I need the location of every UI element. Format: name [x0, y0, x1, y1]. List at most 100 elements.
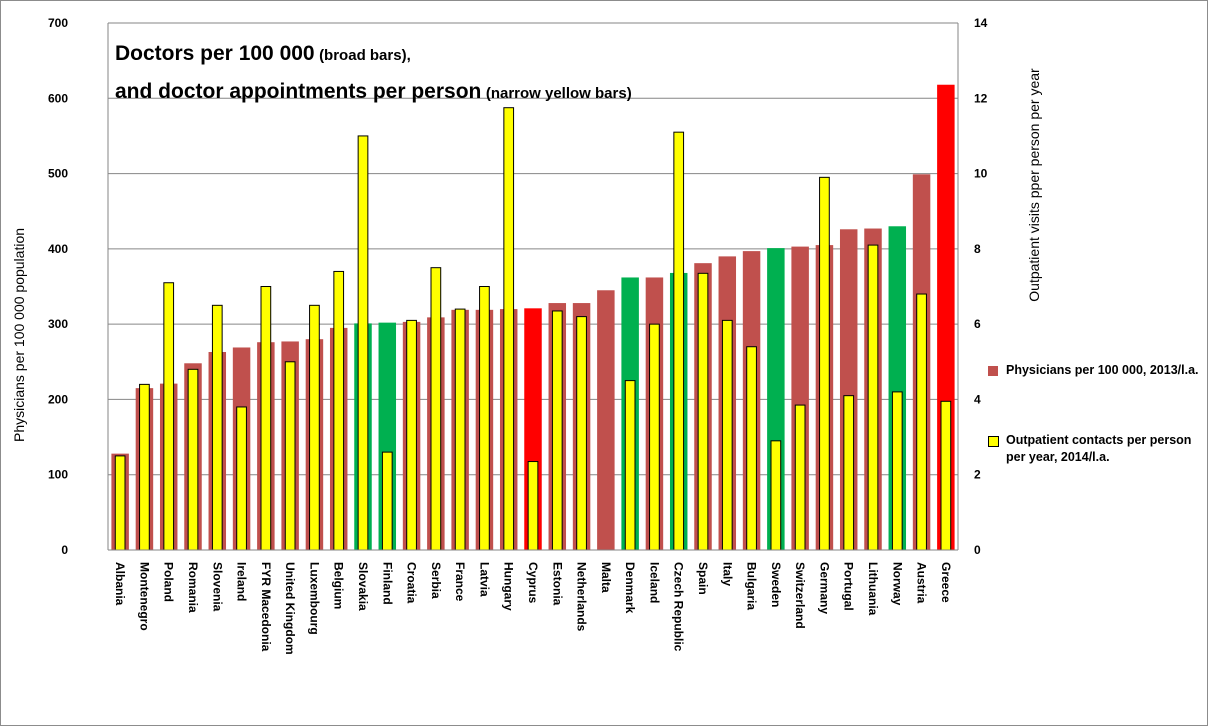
x-tick-label: Finland	[380, 562, 394, 605]
y-right-tick-label: 6	[974, 317, 981, 331]
outpatient-bar-austria	[916, 293, 927, 551]
x-tick-label: Denmark	[623, 562, 637, 614]
y-left-tick-label: 600	[48, 91, 68, 105]
outpatient-bar-croatia	[406, 319, 417, 551]
outpatient-bar-romania	[187, 368, 199, 551]
outpatient-bar-luxembourg	[309, 304, 320, 551]
y-right-tick-label: 2	[974, 468, 981, 482]
outpatient-bar-albania	[114, 455, 126, 551]
outpatient-bar-iceland	[649, 323, 660, 551]
y-left-tick-label: 500	[48, 167, 68, 181]
x-tick-label: Sweden	[769, 562, 783, 607]
x-tick-label: Portugal	[842, 562, 856, 611]
outpatient-bar-france	[454, 308, 466, 551]
x-tick-label: Netherlands	[575, 562, 589, 632]
x-tick-label: Estonia	[550, 562, 564, 606]
outpatient-bar-estonia	[551, 310, 563, 551]
y-axis-left-label-text: Physicians per 100 000 population	[11, 227, 27, 443]
y-right-tick-label: 0	[974, 543, 981, 557]
x-tick-label: Switzerland	[793, 562, 807, 629]
outpatient-bar-sweden	[770, 440, 782, 551]
x-tick-label: Slovenia	[210, 562, 224, 612]
x-tick-label: Czech Republic	[672, 562, 686, 652]
outpatient-bar-serbia	[430, 267, 442, 551]
x-tick-label: Italy	[720, 562, 734, 586]
outpatient-bar-slovenia	[211, 304, 223, 551]
x-tick-label: Albania	[113, 562, 127, 606]
outpatient-bar-germany	[819, 176, 830, 551]
outpatient-bar-ireland	[236, 406, 247, 551]
x-tick-label: Latvia	[477, 562, 491, 597]
legend-label-physicians: Physicians per 100 000, 2013/l.a.	[1006, 363, 1199, 377]
outpatient-bar-cyprus	[527, 461, 539, 551]
outpatient-bar-bulgaria	[746, 346, 757, 551]
outpatient-bar-belgium	[333, 270, 345, 551]
outpatient-bar-spain	[697, 272, 709, 551]
x-tick-label: France	[453, 562, 467, 602]
y-right-tick-label: 4	[974, 392, 981, 406]
x-tick-label: Norway	[890, 562, 904, 606]
x-tick-label: Romania	[186, 562, 200, 613]
chart-title-main-1: Doctors per 100 000	[115, 42, 315, 65]
y-axis-right-label-text: Outpatient visits pper person per year	[1026, 68, 1042, 302]
outpatient-bar-montenegro	[139, 383, 150, 551]
y-right-tick-label: 8	[974, 242, 981, 256]
x-tick-label: Malta	[599, 562, 613, 593]
outpatient-bar-hungary	[503, 107, 515, 551]
outpatient-bar-lithuania	[867, 244, 879, 551]
legend-swatch-physicians	[988, 366, 998, 376]
x-tick-label: FYR Macedonia	[259, 562, 273, 652]
x-tick-label: Germany	[817, 562, 831, 614]
outpatient-bar-united-kingdom	[284, 361, 296, 551]
outpatient-bar-greece	[940, 400, 952, 551]
x-tick-label: Hungary	[502, 562, 516, 611]
x-tick-label: Serbia	[429, 562, 443, 599]
outpatient-bar-portugal	[843, 395, 855, 551]
x-tick-label: Slovakia	[356, 562, 370, 611]
outpatient-bar-norway	[891, 391, 903, 551]
outpatient-bar-netherlands	[576, 316, 587, 551]
outpatient-bar-fyr-macedonia	[260, 286, 272, 551]
y-right-tick-label: 10	[974, 167, 988, 181]
y-left-tick-label: 300	[48, 317, 68, 331]
chart-title: Doctors per 100 000 (broad bars), and do…	[115, 36, 632, 112]
x-tick-label: Spain	[696, 562, 710, 595]
chart-title-main-2: and doctor appointments per person	[115, 80, 482, 103]
legend-swatch-outpatient	[988, 436, 999, 447]
y-left-tick-label: 400	[48, 242, 68, 256]
outpatient-bar-poland	[163, 282, 175, 551]
y-left-tick-label: 100	[48, 468, 68, 482]
x-tick-label: Luxembourg	[307, 562, 321, 635]
chart-title-line-2: and doctor appointments per person (narr…	[115, 74, 632, 112]
x-tick-label: Bulgaria	[745, 562, 759, 610]
outpatient-bar-finland	[381, 451, 393, 551]
outpatient-bar-slovakia	[357, 135, 369, 551]
y-left-tick-label: 200	[48, 392, 68, 406]
physicians-bar-malta	[597, 290, 615, 550]
outpatient-bar-latvia	[479, 286, 490, 551]
outpatient-bar-denmark	[624, 380, 636, 551]
outpatient-bar-italy	[721, 319, 733, 551]
y-right-tick-label: 14	[974, 16, 988, 30]
chart-title-note-2: (narrow yellow bars)	[485, 85, 632, 102]
x-tick-label: Montenegro	[137, 562, 151, 631]
x-tick-label: Belgium	[332, 562, 346, 609]
x-tick-label: Austria	[915, 562, 929, 604]
x-tick-label: Poland	[162, 562, 176, 602]
x-tick-label: Ireland	[235, 562, 249, 601]
x-tick-label: United Kingdom	[283, 562, 297, 655]
legend-label-outpatient: Outpatient contacts per person per year,…	[1006, 433, 1192, 464]
x-tick-label: Iceland	[647, 562, 661, 603]
chart-title-line-1: Doctors per 100 000 (broad bars),	[115, 36, 632, 74]
x-tick-label: Cyprus	[526, 562, 540, 604]
y-left-tick-label: 0	[61, 543, 68, 557]
x-tick-label: Greece	[939, 562, 953, 603]
chart-title-note-1: (broad bars),	[319, 47, 411, 64]
outpatient-bar-czech-republic	[673, 131, 685, 551]
y-left-tick-label: 700	[48, 16, 68, 30]
x-tick-label: Croatia	[405, 562, 419, 604]
x-tick-label: Lithuania	[866, 562, 880, 616]
outpatient-bar-switzerland	[794, 404, 806, 551]
y-right-tick-label: 12	[974, 91, 988, 105]
